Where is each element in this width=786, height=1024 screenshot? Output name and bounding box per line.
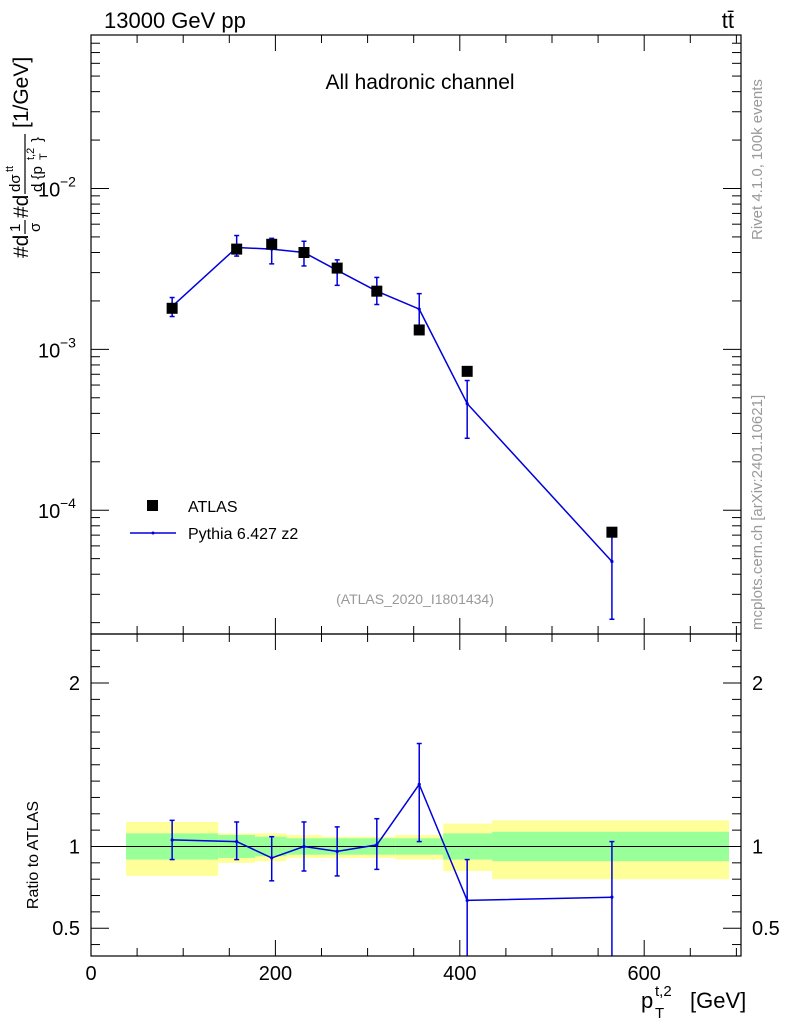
ratio-xtick-label: 0 — [85, 963, 96, 985]
ratio-point — [465, 898, 469, 903]
atlas-point — [331, 262, 343, 274]
ylabel-d1: #d — [10, 235, 33, 258]
main-ylabel: #d 1 σ #d dσ tt d {p T t,2 } [1/GeV] — [4, 57, 50, 258]
main-ytick-label-exp: −2 — [60, 173, 76, 189]
ratio-xtick-label: 600 — [628, 963, 661, 985]
atlas-point — [606, 526, 618, 538]
ratio-point — [375, 843, 379, 847]
ratio-point — [335, 849, 339, 853]
ylabel-frac1-num: 1 — [7, 224, 24, 232]
ratio-ylabel: Ratio to ATLAS — [25, 801, 42, 909]
xlabel: p T t,2 [GeV] — [641, 983, 746, 1022]
ratio-ytick-label-right: 2 — [752, 673, 763, 695]
legend-pythia-dot — [151, 531, 155, 535]
ylabel-frac2-den-sup: t,2 — [25, 148, 37, 160]
atlas-point — [298, 247, 310, 259]
ratio-frame — [90, 633, 742, 957]
ylabel-unit: [1/GeV] — [10, 57, 33, 128]
atlas-point — [371, 285, 383, 297]
main-ytick-label-exp: −4 — [60, 495, 76, 511]
atlas-point — [413, 324, 425, 336]
ylabel-frac1-den: σ — [27, 222, 44, 232]
legend-atlas-label: ATLAS — [188, 499, 238, 516]
atlas-point — [166, 302, 178, 314]
rivet-label: Rivet 4.1.0, 100k events — [749, 79, 766, 240]
legend-atlas-marker — [147, 500, 158, 511]
ratio-point — [270, 856, 274, 860]
ylabel-frac2-num-sup: tt — [4, 166, 16, 172]
plot-title: All hadronic channel — [325, 71, 514, 94]
pythia-point — [610, 559, 614, 564]
main-ytick-label: 10 — [38, 179, 60, 201]
ratio-point — [610, 895, 614, 899]
legend-pythia-label: Pythia 6.427 z2 — [188, 526, 298, 543]
beam-label: 13000 GeV pp — [104, 8, 246, 33]
pythia-point — [417, 307, 421, 311]
main-marks — [166, 234, 618, 620]
ylabel-frac2-den-close: } — [29, 137, 46, 142]
mcplots-label: mcplots.cern.ch [arXiv:2401.10621] — [749, 395, 766, 630]
ratio-point — [417, 782, 421, 786]
pythia-line — [171, 246, 613, 563]
ylabel-frac2-num: dσ — [7, 174, 24, 192]
ratio-ytick-label-left: 1 — [69, 836, 80, 858]
process-label: tt̄ — [722, 8, 734, 33]
main-ytick-label-exp: −3 — [60, 334, 76, 350]
atlas-point — [266, 238, 278, 250]
atlas-point — [461, 365, 473, 377]
ratio-ytick-label-right: 0.5 — [752, 918, 780, 940]
ylabel-d2: #d — [10, 195, 33, 218]
xlabel-sub: T — [655, 1005, 664, 1022]
xlabel-sup: t,2 — [655, 983, 672, 1000]
ratio-xtick-label: 400 — [443, 963, 476, 985]
ratio-point — [170, 838, 174, 842]
ratio-point — [302, 844, 306, 849]
ratio-ytick-label-left: 2 — [69, 673, 80, 695]
pythia-point — [465, 402, 469, 406]
atlas-point — [231, 243, 243, 255]
ratio-ytick-label-right: 1 — [752, 836, 763, 858]
analysis-watermark: (ATLAS_2020_I1801434) — [336, 591, 494, 607]
ratio-marks — [91, 742, 741, 956]
ratio-point — [235, 839, 239, 844]
ratio-bands — [126, 820, 730, 880]
ratio-ytick-label-left: 0.5 — [52, 918, 80, 940]
ylabel-frac2-den-sub: T — [38, 153, 50, 160]
main-ytick-label: 10 — [38, 501, 60, 523]
xlabel-unit: [GeV] — [690, 988, 746, 1013]
ratio-xtick-label: 200 — [259, 963, 292, 985]
ylabel-frac2-den: d {p — [29, 166, 46, 192]
xlabel-p: p — [641, 988, 653, 1013]
main-ytick-label: 10 — [38, 340, 60, 362]
